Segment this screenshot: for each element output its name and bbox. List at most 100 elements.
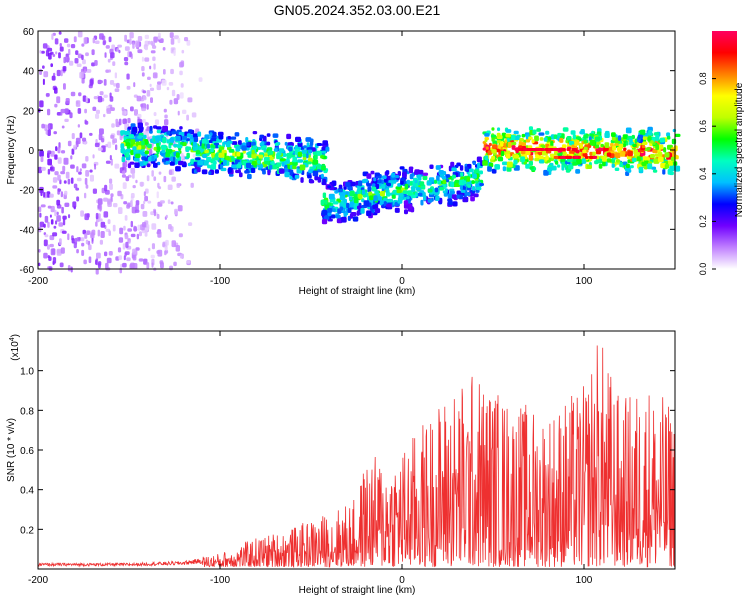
spectrogram-cell (346, 202, 350, 209)
spectrogram-cell (86, 230, 91, 235)
spectrogram-cell (43, 252, 48, 259)
spectrogram-cell (169, 32, 174, 38)
spectrogram-peak-cell (567, 155, 572, 159)
spectrogram-cell (557, 132, 562, 137)
spectrogram-cell (130, 193, 135, 199)
spectrogram-cell (664, 152, 670, 158)
spectrogram-cell (56, 69, 61, 77)
spectrogram-cell (553, 155, 560, 160)
snr-x-ticks: -200 -100 0 100 (28, 331, 593, 586)
spectrogram-cell (97, 213, 101, 219)
spectrogram-cell (322, 140, 328, 146)
spectrogram-cell (77, 31, 83, 38)
spectrogram-cell (154, 135, 160, 142)
spectrogram-cell (144, 57, 150, 62)
spectrogram-cell (126, 257, 131, 262)
spectrogram-cell (56, 112, 62, 116)
spectrogram-cell (50, 63, 53, 68)
spectrogram-cell (51, 33, 54, 40)
spectrogram-cell (494, 164, 500, 170)
spectrogram-cell (404, 209, 408, 215)
spectrogram-cell (417, 192, 423, 197)
spectrogram-cell (169, 265, 173, 271)
spectrogram-cell (141, 107, 146, 112)
spectrogram-cell (666, 135, 671, 140)
spectrogram-cell (331, 214, 336, 219)
spectrogram-cell (610, 142, 614, 147)
spectrogram-cell (473, 193, 479, 198)
spectrogram-cell (259, 164, 264, 169)
spectrogram-cell (276, 162, 282, 167)
spectrogram-cell (197, 160, 204, 166)
spectrogram-cell (221, 149, 227, 154)
spectrogram-cell (211, 137, 217, 142)
spectrogram-cell (152, 56, 156, 61)
spectrogram-cell (289, 175, 293, 180)
spectrogram-cell (348, 196, 353, 201)
spectrogram-cell (94, 165, 97, 170)
spectrogram-cell (305, 137, 312, 142)
spectrogram-cell (185, 146, 191, 151)
spectrogram-cell (639, 129, 646, 136)
spectrogram-cell (575, 169, 581, 174)
spectrogram-cell (158, 32, 161, 40)
spectrogram-cell (164, 114, 168, 119)
spectrogram-cell (107, 141, 112, 149)
spectrogram-cell (420, 199, 424, 206)
spectrogram-cell (48, 256, 52, 261)
spectrogram-cell (316, 150, 323, 156)
spectrogram-cell (128, 134, 135, 139)
spectrogram-cell (60, 171, 65, 175)
spectrogram-cell (81, 43, 85, 47)
spectrogram-cell (209, 132, 213, 136)
spectrogram-cell (61, 206, 64, 214)
spectrogram-cell (113, 203, 118, 208)
spectrogram-cell (98, 133, 103, 141)
spectrogram-cell (74, 58, 79, 64)
spectrogram-cell (82, 137, 87, 142)
spectrogram-cell (124, 142, 131, 147)
spectrogram-cell (54, 38, 59, 45)
spectrogram-cell (71, 148, 75, 155)
spectrogram-cell (91, 237, 94, 242)
spectrogram-cell (301, 149, 307, 155)
spectrogram-cell (54, 103, 58, 108)
spectrogram-cell (175, 166, 181, 172)
spectrogram-cell (385, 188, 389, 193)
spectrogram-cell (462, 196, 469, 203)
spectrogram-cell (514, 154, 520, 159)
spectrogram-cell (108, 69, 111, 73)
spectrogram-cell (619, 151, 626, 157)
spectrogram-cell (106, 257, 112, 264)
spectrogram-cell (500, 150, 505, 157)
spectrogram-cell (339, 206, 344, 211)
spectrogram-cell (176, 183, 180, 188)
spectrogram-cell (454, 164, 459, 168)
spectrogram-cell (309, 179, 315, 184)
spectrogram-cell (231, 156, 235, 162)
y-tick-label: 0 (28, 146, 34, 157)
spectrogram-peak-cell (593, 155, 598, 159)
spectrogram-cell (166, 139, 171, 144)
spectrogram-cell (367, 186, 372, 193)
spectrogram-cell (360, 207, 365, 214)
spectrogram-cell (114, 88, 120, 92)
spectrogram-cell (126, 85, 131, 90)
spectrogram-cell (173, 98, 179, 105)
spectrogram-cell (124, 130, 130, 136)
spectrogram-cell (419, 181, 425, 186)
spectrogram-cell (195, 150, 201, 155)
spectrogram-cell (164, 245, 168, 251)
spectrogram-cell (507, 142, 512, 148)
spectrogram-cell (399, 166, 405, 170)
spectrogram-cell (91, 49, 95, 56)
spectrogram-cell (308, 157, 313, 163)
spectrogram-cell (377, 179, 382, 184)
spectrogram-cell (374, 190, 379, 196)
spectrogram-cell (146, 90, 151, 97)
spectrogram-cell (152, 45, 157, 49)
spectrogram-cell (373, 195, 378, 201)
spectrogram-cell (269, 164, 273, 170)
spectrogram-cell (48, 52, 52, 60)
